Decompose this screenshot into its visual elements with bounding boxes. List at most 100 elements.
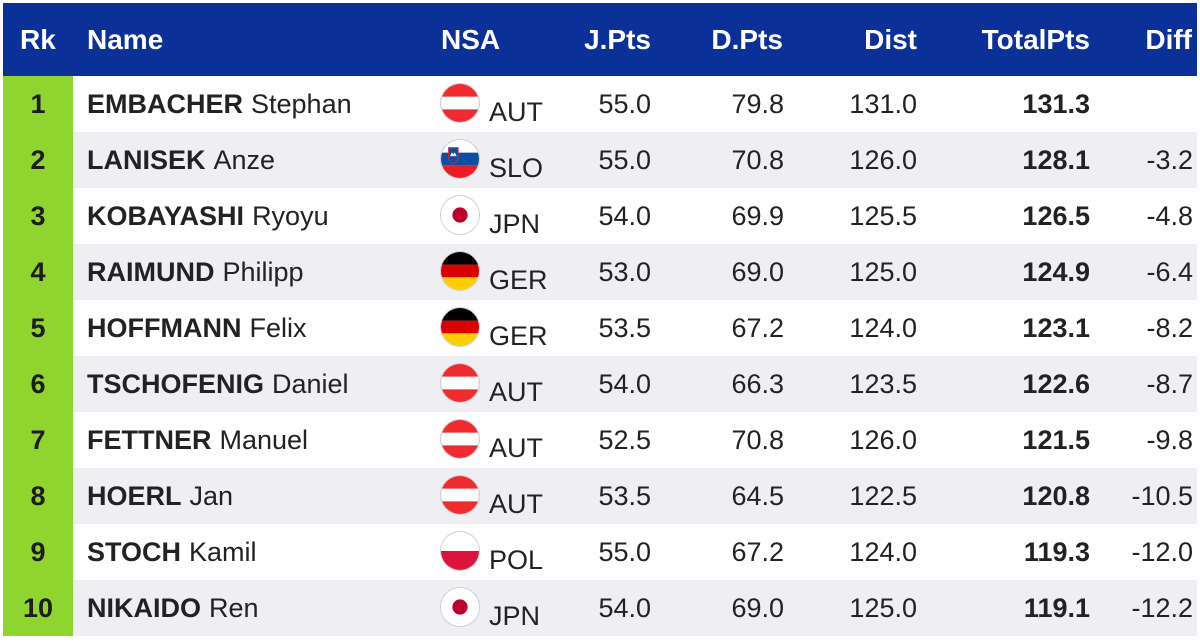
rank-cell: 10	[3, 580, 73, 636]
rank-cell: 8	[3, 468, 73, 524]
nsa-code: JPN	[489, 208, 541, 239]
athlete-first-name: Ren	[209, 592, 259, 623]
athlete-last-name: LANISEK	[87, 144, 206, 175]
judge-points: 52.5	[598, 424, 651, 455]
points-diff: -8.7	[1146, 368, 1193, 399]
header-name[interactable]: Name	[87, 23, 164, 55]
athlete-name[interactable]: HOFFMANN Felix	[87, 300, 307, 356]
distance-points: 66.3	[731, 368, 784, 399]
distance: 124.0	[849, 536, 917, 567]
judge-points: 55.0	[598, 88, 651, 119]
athlete-name[interactable]: STOCH Kamil	[87, 524, 257, 580]
athlete-first-name: Jan	[189, 480, 234, 511]
table-row[interactable]: 10 NIKAIDO Ren JPN 54.0 69.0 125.0 119.1 …	[3, 580, 1197, 636]
table-row[interactable]: 4 RAIMUND Philipp GER 53.0 69.0 125.0 124…	[3, 244, 1197, 300]
total-points: 128.1	[1022, 144, 1090, 175]
table-row[interactable]: 6 TSCHOFENIG Daniel AUT 54.0 66.3 123.5 1…	[3, 356, 1197, 412]
header-judge-points[interactable]: J.Pts	[584, 23, 651, 55]
distance: 125.0	[849, 256, 917, 287]
rank-cell: 4	[3, 244, 73, 300]
results-table: Rk Name NSA J.Pts D.Pts Dist Total Pts D…	[3, 3, 1197, 636]
athlete-name[interactable]: HOERL Jan	[87, 468, 233, 524]
athlete-first-name: Manuel	[219, 424, 309, 455]
points-diff: -4.8	[1146, 200, 1193, 231]
header-total-line2: Pts	[1046, 23, 1090, 55]
athlete-name[interactable]: TSCHOFENIG Daniel	[87, 356, 349, 412]
points-diff: -10.5	[1131, 480, 1193, 511]
judge-points: 55.0	[598, 536, 651, 567]
judge-points: 54.0	[598, 368, 651, 399]
judge-points: 53.0	[598, 256, 651, 287]
table-body: 1 EMBACHER Stephan AUT 55.0 79.8 131.0 13…	[3, 76, 1197, 636]
table-row[interactable]: 2 LANISEK Anze SLO 55.0 70.8 126.0 128.1 …	[3, 132, 1197, 188]
distance: 125.0	[849, 592, 917, 623]
athlete-first-name: Felix	[249, 312, 307, 343]
points-diff: -9.8	[1146, 424, 1193, 455]
header-distance[interactable]: Dist	[864, 23, 917, 55]
table-row[interactable]: 1 EMBACHER Stephan AUT 55.0 79.8 131.0 13…	[3, 76, 1197, 132]
athlete-first-name: Daniel	[272, 368, 349, 399]
athlete-first-name: Kamil	[189, 536, 257, 567]
athlete-name[interactable]: RAIMUND Philipp	[87, 244, 304, 300]
judge-points: 54.0	[598, 200, 651, 231]
athlete-first-name: Stephan	[251, 88, 352, 119]
nsa-code: JPN	[489, 600, 541, 631]
header-distance-points[interactable]: D.Pts	[711, 23, 783, 55]
points-diff: -8.2	[1146, 312, 1193, 343]
athlete-name[interactable]: FETTNER Manuel	[87, 412, 308, 468]
total-points: 121.5	[1022, 424, 1090, 455]
header-nsa[interactable]: NSA	[441, 23, 501, 55]
total-points: 124.9	[1022, 256, 1090, 287]
table-row[interactable]: 8 HOERL Jan AUT 53.5 64.5 122.5 120.8 -10…	[3, 468, 1197, 524]
austria-flag-icon	[440, 83, 480, 123]
table-row[interactable]: 7 FETTNER Manuel AUT 52.5 70.8 126.0 121.…	[3, 412, 1197, 468]
distance-points: 67.2	[731, 536, 784, 567]
nsa-code: AUT	[489, 432, 543, 463]
distance-points: 69.0	[731, 592, 784, 623]
nsa-code: AUT	[489, 96, 543, 127]
distance: 126.0	[849, 144, 917, 175]
athlete-last-name: STOCH	[87, 536, 182, 567]
rank-cell: 3	[3, 188, 73, 244]
germany-flag-icon	[440, 307, 480, 347]
total-points: 119.1	[1023, 592, 1090, 623]
points-diff: -3.2	[1146, 144, 1193, 175]
distance: 122.5	[849, 480, 917, 511]
nsa-code: GER	[489, 320, 548, 351]
athlete-name[interactable]: KOBAYASHI Ryoyu	[87, 188, 329, 244]
athlete-last-name: NIKAIDO	[87, 592, 201, 623]
rank-cell: 5	[3, 300, 73, 356]
total-points: 126.5	[1022, 200, 1090, 231]
athlete-last-name: EMBACHER	[87, 88, 244, 119]
austria-flag-icon	[440, 475, 480, 515]
distance-points: 67.2	[731, 312, 784, 343]
judge-points: 55.0	[598, 144, 651, 175]
total-points: 120.8	[1022, 480, 1090, 511]
distance: 124.0	[849, 312, 917, 343]
distance: 126.0	[849, 424, 917, 455]
athlete-last-name: TSCHOFENIG	[87, 368, 265, 399]
athlete-name[interactable]: NIKAIDO Ren	[87, 580, 259, 636]
header-total-points[interactable]: Total Pts	[982, 3, 1090, 76]
header-total-line1: Total	[981, 23, 1047, 55]
distance-points: 69.9	[731, 200, 784, 231]
athlete-first-name: Anze	[213, 144, 276, 175]
athlete-name[interactable]: EMBACHER Stephan	[87, 76, 352, 132]
table-row[interactable]: 5 HOFFMANN Felix GER 53.5 67.2 124.0 123.…	[3, 300, 1197, 356]
total-points: 122.6	[1022, 368, 1090, 399]
table-header: Rk Name NSA J.Pts D.Pts Dist Total Pts D…	[3, 3, 1197, 76]
total-points: 131.3	[1022, 88, 1090, 119]
header-diff[interactable]: Diff	[1145, 23, 1192, 55]
header-rank[interactable]: Rk	[20, 23, 56, 55]
judge-points: 53.5	[598, 312, 651, 343]
table-row[interactable]: 3 KOBAYASHI Ryoyu JPN 54.0 69.9 125.5 126…	[3, 188, 1197, 244]
distance: 125.5	[849, 200, 917, 231]
distance-points: 70.8	[731, 424, 784, 455]
nsa-code: SLO	[489, 152, 544, 183]
points-diff: -12.2	[1131, 592, 1193, 623]
table-row[interactable]: 9 STOCH Kamil POL 55.0 67.2 124.0 119.3 -…	[3, 524, 1197, 580]
athlete-name[interactable]: LANISEK Anze	[87, 132, 275, 188]
slovenia-flag-icon	[440, 139, 480, 179]
rank-cell: 9	[3, 524, 73, 580]
athlete-first-name: Ryoyu	[252, 200, 329, 231]
